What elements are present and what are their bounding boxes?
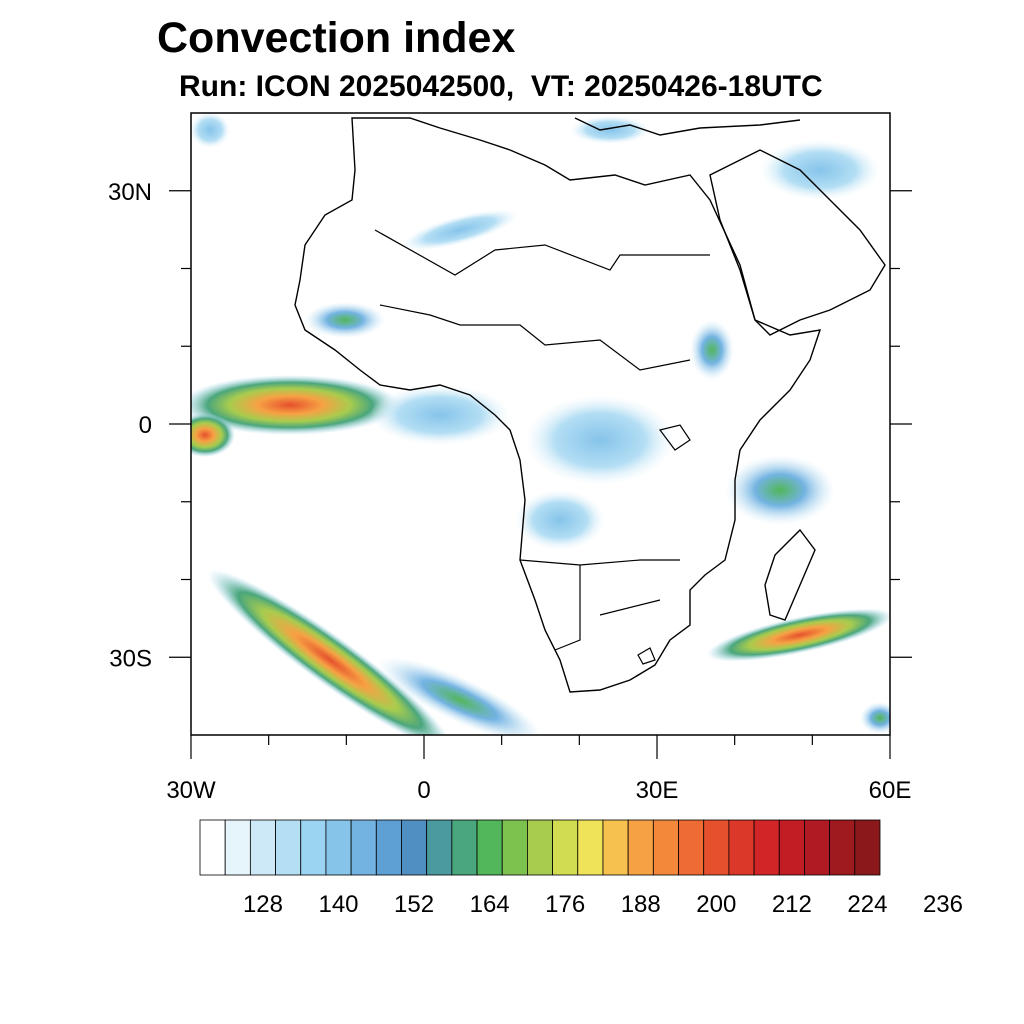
europe-coast (574, 117, 801, 136)
colorbar-label: 200 (696, 891, 736, 918)
axis-tick-labels: 30W 0 30E 60E 30N 0 30S (108, 179, 911, 804)
y-tick-label: 0 (139, 412, 152, 439)
axis-ticks (169, 190, 912, 759)
x-tick-label: 60E (869, 777, 912, 804)
colorbar-swatch (678, 819, 705, 876)
colorbar-swatch (552, 819, 579, 876)
x-tick-label: 30W (166, 777, 216, 804)
colorbar-swatch (652, 819, 679, 876)
arabia-outline (709, 149, 886, 336)
colorbar-swatch (501, 819, 528, 876)
borders-north (374, 229, 710, 276)
colorbar-label: 164 (470, 891, 510, 918)
colorbar-label: 212 (772, 891, 812, 918)
colorbar-swatch (602, 819, 629, 876)
colorbar-swatch (199, 819, 226, 876)
x-tick-label: 0 (417, 777, 430, 804)
y-tick-label: 30N (108, 179, 152, 206)
colorbar-label: 128 (243, 891, 283, 918)
colorbar-swatch (476, 819, 503, 876)
colorbar-label: 176 (545, 891, 585, 918)
colorbar-labels: 128 140 152 164 176 188 200 212 224 236 (243, 891, 963, 918)
colorbar-swatch (627, 819, 654, 876)
colorbar-swatch (804, 819, 831, 876)
colorbar-swatch (829, 819, 856, 876)
colorbar-swatch (854, 819, 881, 876)
colorbar-swatch (375, 819, 402, 876)
y-tick-label: 30S (109, 645, 152, 672)
colorbar-swatch (703, 819, 730, 876)
coastlines (294, 117, 886, 693)
borders-south (519, 559, 680, 651)
colorbar-swatch (401, 819, 428, 876)
chart-subtitle: Run: ICON 2025042500, VT: 20250426-18UTC (179, 70, 823, 103)
colorbar-swatch (451, 819, 478, 876)
lesotho (637, 647, 656, 665)
convection-field (191, 113, 890, 735)
colorbar-swatch (753, 819, 780, 876)
colorbar-swatch (778, 819, 805, 876)
colorbar-swatch (300, 819, 327, 876)
x-tick-label: 30E (636, 777, 679, 804)
colorbar-swatch (350, 819, 377, 876)
colorbar-label: 224 (847, 891, 887, 918)
madagascar-outline (764, 528, 816, 621)
colorbar-swatch (325, 819, 352, 876)
borders-central (379, 304, 691, 371)
colorbar-swatch (224, 819, 251, 876)
colorbar-swatch (577, 819, 604, 876)
chart-title: Convection index (157, 14, 516, 62)
colorbar-label: 140 (318, 891, 358, 918)
colorbar-label: 152 (394, 891, 434, 918)
colorbar-swatch (527, 819, 553, 876)
colorbar-swatch (275, 819, 302, 876)
colorbar-swatch (426, 819, 453, 876)
colorbar-label: 236 (923, 891, 963, 918)
colorbar-label: 188 (621, 891, 661, 918)
lake-victoria (658, 424, 691, 451)
colorbar (199, 819, 881, 876)
colorbar-swatch (728, 819, 755, 876)
colorbar-swatch (249, 819, 276, 876)
africa-outline (294, 117, 822, 693)
